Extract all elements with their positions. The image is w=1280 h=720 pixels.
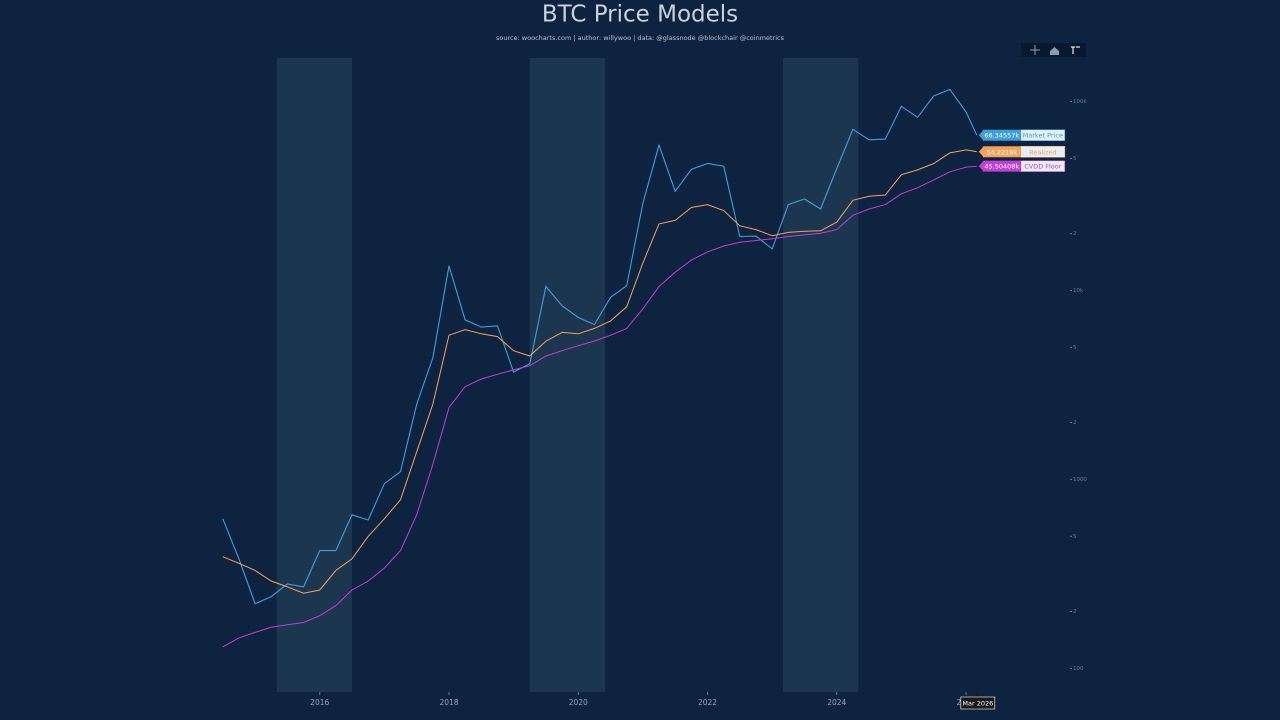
legend-entry: Market Price xyxy=(1023,132,1063,140)
end-value-box xyxy=(982,129,1021,141)
series-line xyxy=(222,165,977,648)
chart-subtitle: source: woocharts.com | author: willywoo… xyxy=(496,34,785,42)
y-tick-label: 100 xyxy=(1073,666,1084,672)
chart-title: BTC Price Models xyxy=(542,2,738,28)
series-line xyxy=(222,149,977,594)
home-icon[interactable] xyxy=(1050,47,1059,55)
x-tick-label: 2018 xyxy=(439,698,458,707)
y-tick-label: 2 xyxy=(1073,420,1077,426)
y-tick-label: 1000 xyxy=(1073,477,1087,483)
bands xyxy=(276,58,859,692)
shaded-period xyxy=(782,58,859,692)
end-name-box xyxy=(1020,160,1066,172)
x-tick-label: 2020 xyxy=(569,698,588,707)
series-line xyxy=(222,88,978,605)
shaded-period xyxy=(529,58,606,692)
y-tick-label: 5 xyxy=(1073,534,1077,540)
end-value-box xyxy=(982,160,1021,172)
y-tick-label: 10k xyxy=(1073,288,1084,294)
end-label-pointer xyxy=(978,146,984,158)
end-value-label: 66.34557k xyxy=(984,132,1019,140)
y-tick-label: 100k xyxy=(1073,99,1087,105)
modebar[interactable] xyxy=(1021,43,1086,57)
x-tick-label: 2022 xyxy=(698,698,717,707)
end-label-pointer xyxy=(978,129,984,141)
y-tick-label: 2 xyxy=(1073,231,1077,237)
end-name-box xyxy=(1020,129,1066,142)
spike-icon[interactable] xyxy=(1071,46,1080,54)
y-tick-label: 5 xyxy=(1073,345,1077,351)
legend-entry: Realized xyxy=(1029,148,1056,156)
hover-label: Mar 2026 xyxy=(962,700,993,708)
y-tick-label: 2 xyxy=(1073,609,1077,615)
y-tick-label: 5 xyxy=(1073,156,1077,162)
end-label-pointer xyxy=(978,160,984,172)
x-tick-label: 2016 xyxy=(310,698,329,707)
hover-box xyxy=(960,696,996,710)
pan-icon[interactable] xyxy=(1030,45,1040,55)
end-name-box xyxy=(1020,145,1066,158)
end-value-label: 45.50408k xyxy=(984,163,1019,171)
shaded-period xyxy=(276,58,353,692)
end-value-label: 54.2219k xyxy=(986,148,1017,156)
end-value-box xyxy=(982,146,1021,158)
legend-entry: CVDD Floor xyxy=(1024,163,1062,171)
hover-pointer xyxy=(973,693,980,697)
x-tick-label: 2024 xyxy=(827,698,846,707)
